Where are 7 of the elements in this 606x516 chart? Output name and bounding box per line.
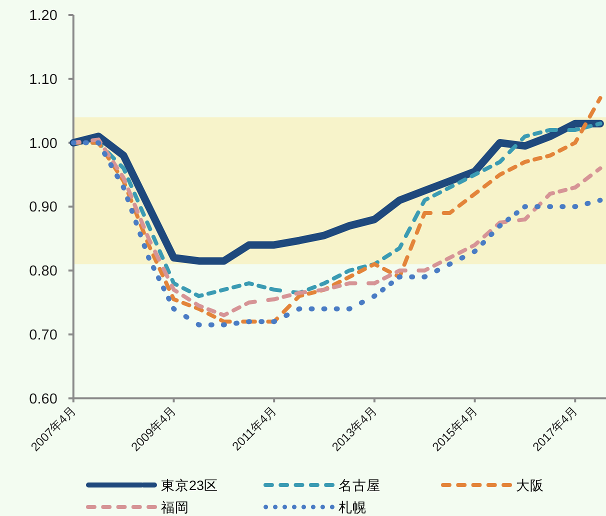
- y-tick-label: 0.80: [29, 264, 58, 280]
- y-tick-label: 0.60: [29, 391, 58, 408]
- y-tick-label: 0.90: [29, 200, 58, 216]
- y-tick-label: 0.70: [29, 327, 58, 344]
- y-tick-label: 1.10: [29, 72, 58, 88]
- y-tick-label: 1.00: [29, 136, 58, 152]
- y-tick-label: 1.20: [29, 8, 58, 24]
